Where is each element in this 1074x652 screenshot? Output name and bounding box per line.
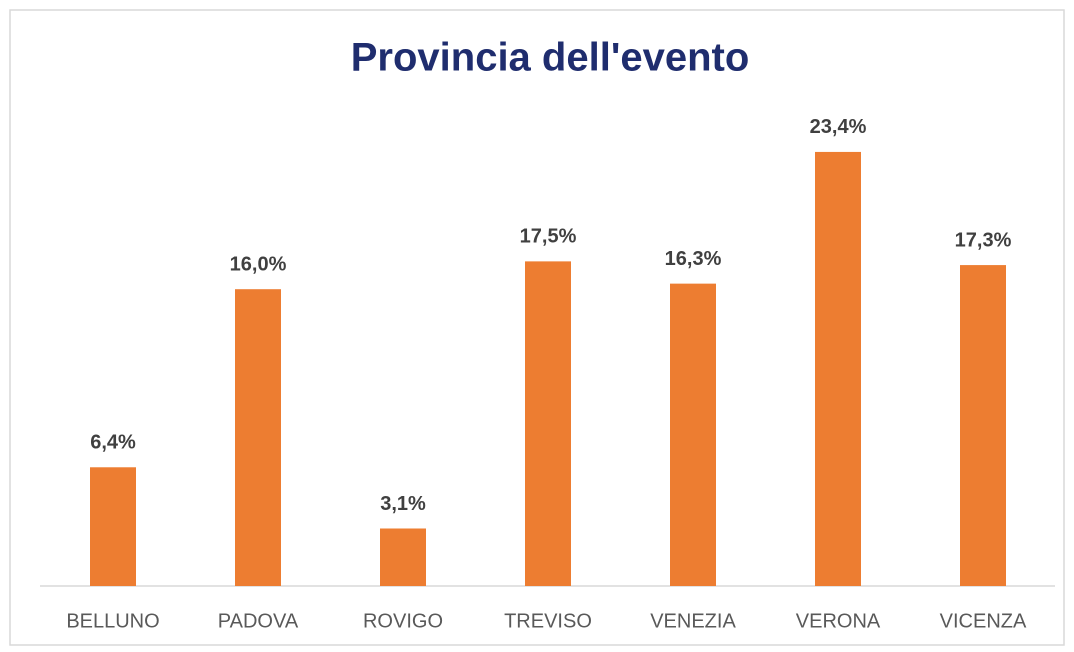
x-tick-label: VENEZIA [650,610,736,632]
data-label: 17,3% [955,229,1012,251]
bar [960,265,1006,586]
x-tick-label: TREVISO [504,610,592,632]
bar [380,528,426,586]
x-tick-label: BELLUNO [66,610,159,632]
x-tick-label: VERONA [796,610,881,632]
x-tick-label: ROVIGO [363,610,443,632]
data-label: 3,1% [380,493,426,515]
x-tick-label: VICENZA [940,610,1027,632]
data-label: 16,3% [665,248,722,270]
data-label: 17,5% [520,226,577,248]
bar [525,261,571,586]
chart-title: Provincia dell'evento [351,36,750,80]
bar [815,151,861,586]
data-label: 16,0% [230,253,287,275]
data-label: 6,4% [90,432,136,454]
data-label: 23,4% [810,116,867,138]
bar [235,289,281,586]
x-tick-label: PADOVA [218,610,299,632]
bar [90,467,136,586]
bar [670,283,716,586]
